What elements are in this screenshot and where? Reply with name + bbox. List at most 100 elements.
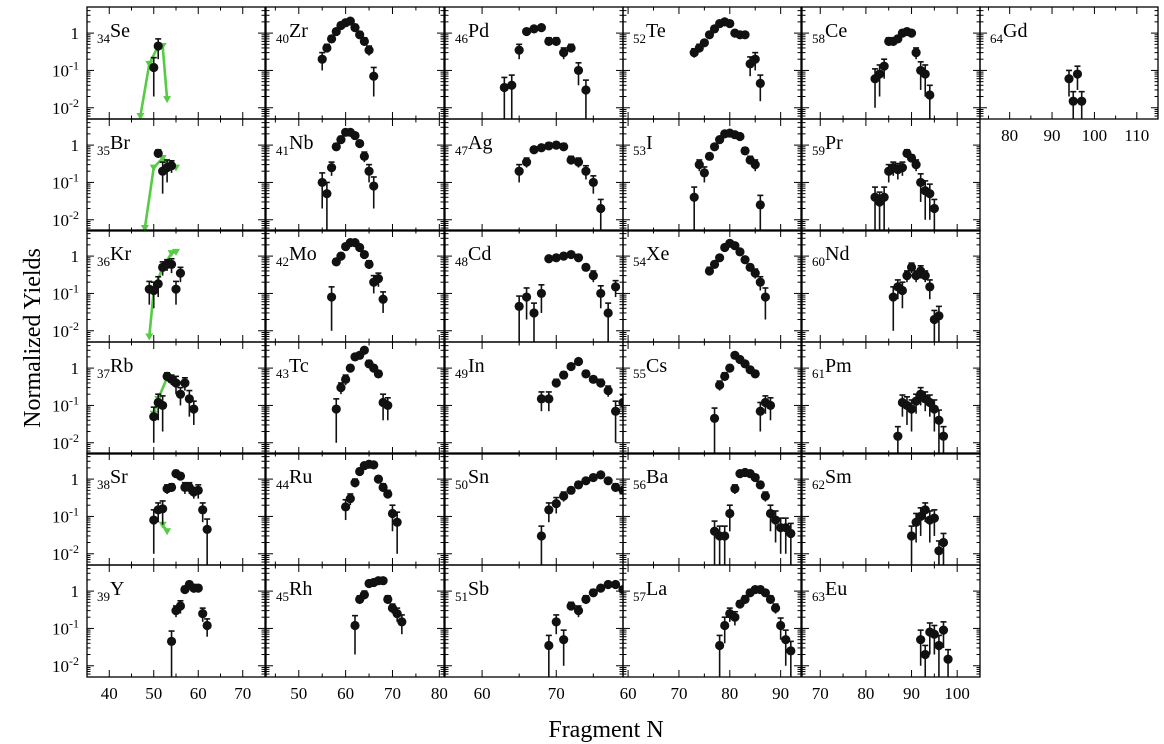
element-label: 50Sn xyxy=(455,466,489,492)
data-point xyxy=(551,36,561,46)
x-tick-label: 80 xyxy=(431,684,448,703)
data-point xyxy=(934,311,944,321)
data-point xyxy=(369,460,379,470)
x-tick-label: 50 xyxy=(145,684,162,703)
panel-frame xyxy=(801,341,981,455)
panel-sr: 1 10-1 10-2 38Sr xyxy=(52,452,266,566)
y-tick-label: 10-1 xyxy=(52,58,79,80)
y-tick-label: 10-1 xyxy=(52,616,79,638)
data-layer xyxy=(709,350,776,454)
element-label: 55Cs xyxy=(633,355,667,381)
element-label: 51Sb xyxy=(455,578,489,604)
data-point xyxy=(897,162,908,173)
x-tick-label: 110 xyxy=(1124,126,1149,145)
comparison-point xyxy=(145,60,154,68)
data-point xyxy=(709,259,720,269)
data-point xyxy=(906,262,917,272)
data-point xyxy=(920,69,930,79)
data-point xyxy=(596,470,606,480)
comparison-point xyxy=(163,96,172,104)
data-layer xyxy=(906,502,949,565)
data-point xyxy=(514,301,524,311)
data-point xyxy=(153,148,163,158)
data-layer xyxy=(514,249,621,342)
data-point xyxy=(536,23,547,33)
data-point xyxy=(149,412,159,422)
data-point xyxy=(786,646,796,656)
panel-pm: 61Pm xyxy=(801,341,981,455)
data-point xyxy=(1072,69,1083,79)
data-point xyxy=(648,617,657,626)
data-point xyxy=(373,273,384,284)
data-point xyxy=(755,480,765,490)
element-label: 60Nd xyxy=(812,243,849,269)
data-point xyxy=(166,259,177,269)
data-point xyxy=(514,45,524,55)
data-point xyxy=(776,620,786,631)
y-tick-label: 1 xyxy=(71,582,80,601)
element-label: 41Nb xyxy=(276,132,313,158)
data-point xyxy=(336,135,346,145)
data-point xyxy=(341,502,351,512)
data-point xyxy=(916,511,926,522)
data-point xyxy=(715,640,725,651)
data-layer xyxy=(149,469,212,565)
comparison-point xyxy=(172,248,180,256)
element-label: 52Te xyxy=(633,20,666,46)
data-point xyxy=(566,485,576,495)
data-point xyxy=(529,24,539,34)
data-layer xyxy=(499,23,591,119)
data-point xyxy=(709,413,720,423)
x-tick-label: 70 xyxy=(548,684,565,703)
x-tick-label: 60 xyxy=(337,684,354,703)
data-point xyxy=(573,480,584,490)
data-point xyxy=(378,294,388,304)
data-point xyxy=(929,629,939,639)
data-point xyxy=(920,271,930,281)
panel-ba: 56Ba xyxy=(622,452,802,566)
element-label: 48Cd xyxy=(455,243,491,269)
y-tick-label: 10-2 xyxy=(52,208,79,230)
data-point xyxy=(566,249,576,260)
data-point xyxy=(331,404,341,414)
data-point xyxy=(149,62,159,73)
data-point xyxy=(551,140,561,150)
data-point xyxy=(588,271,598,281)
data-layer xyxy=(916,621,953,677)
data-point xyxy=(740,30,750,40)
data-point xyxy=(879,61,889,71)
element-label: 37Rb xyxy=(97,355,133,381)
data-point xyxy=(166,482,177,492)
data-point xyxy=(618,584,623,595)
data-point xyxy=(521,157,532,167)
element-label: 34Se xyxy=(97,20,130,46)
data-point xyxy=(507,80,517,90)
data-point xyxy=(740,255,750,265)
x-tick-label: 60 xyxy=(620,684,637,703)
data-point xyxy=(755,277,765,287)
data-point xyxy=(934,546,944,556)
data-point xyxy=(383,400,393,411)
element-label: 44Ru xyxy=(276,466,312,492)
panel-nd: 60Nd xyxy=(801,229,981,343)
data-point xyxy=(355,138,365,149)
data-point xyxy=(573,606,584,616)
data-point xyxy=(326,292,337,302)
data-point xyxy=(322,43,332,53)
panel-la: 60 70 80 90 57La xyxy=(620,564,802,703)
data-point xyxy=(536,531,547,541)
data-point xyxy=(925,189,935,199)
panel-sn: 50Sn xyxy=(444,452,624,566)
data-layer xyxy=(149,371,199,443)
data-point xyxy=(345,494,355,504)
x-tick-label: 100 xyxy=(944,684,970,703)
panel-in: 49In xyxy=(444,341,624,455)
data-point xyxy=(750,369,760,379)
data-point xyxy=(341,374,351,384)
data-point xyxy=(725,508,735,519)
data-point xyxy=(544,254,554,264)
x-tick-label: 80 xyxy=(721,684,738,703)
data-point xyxy=(603,579,613,590)
data-point xyxy=(350,478,360,488)
data-layer xyxy=(140,148,180,231)
